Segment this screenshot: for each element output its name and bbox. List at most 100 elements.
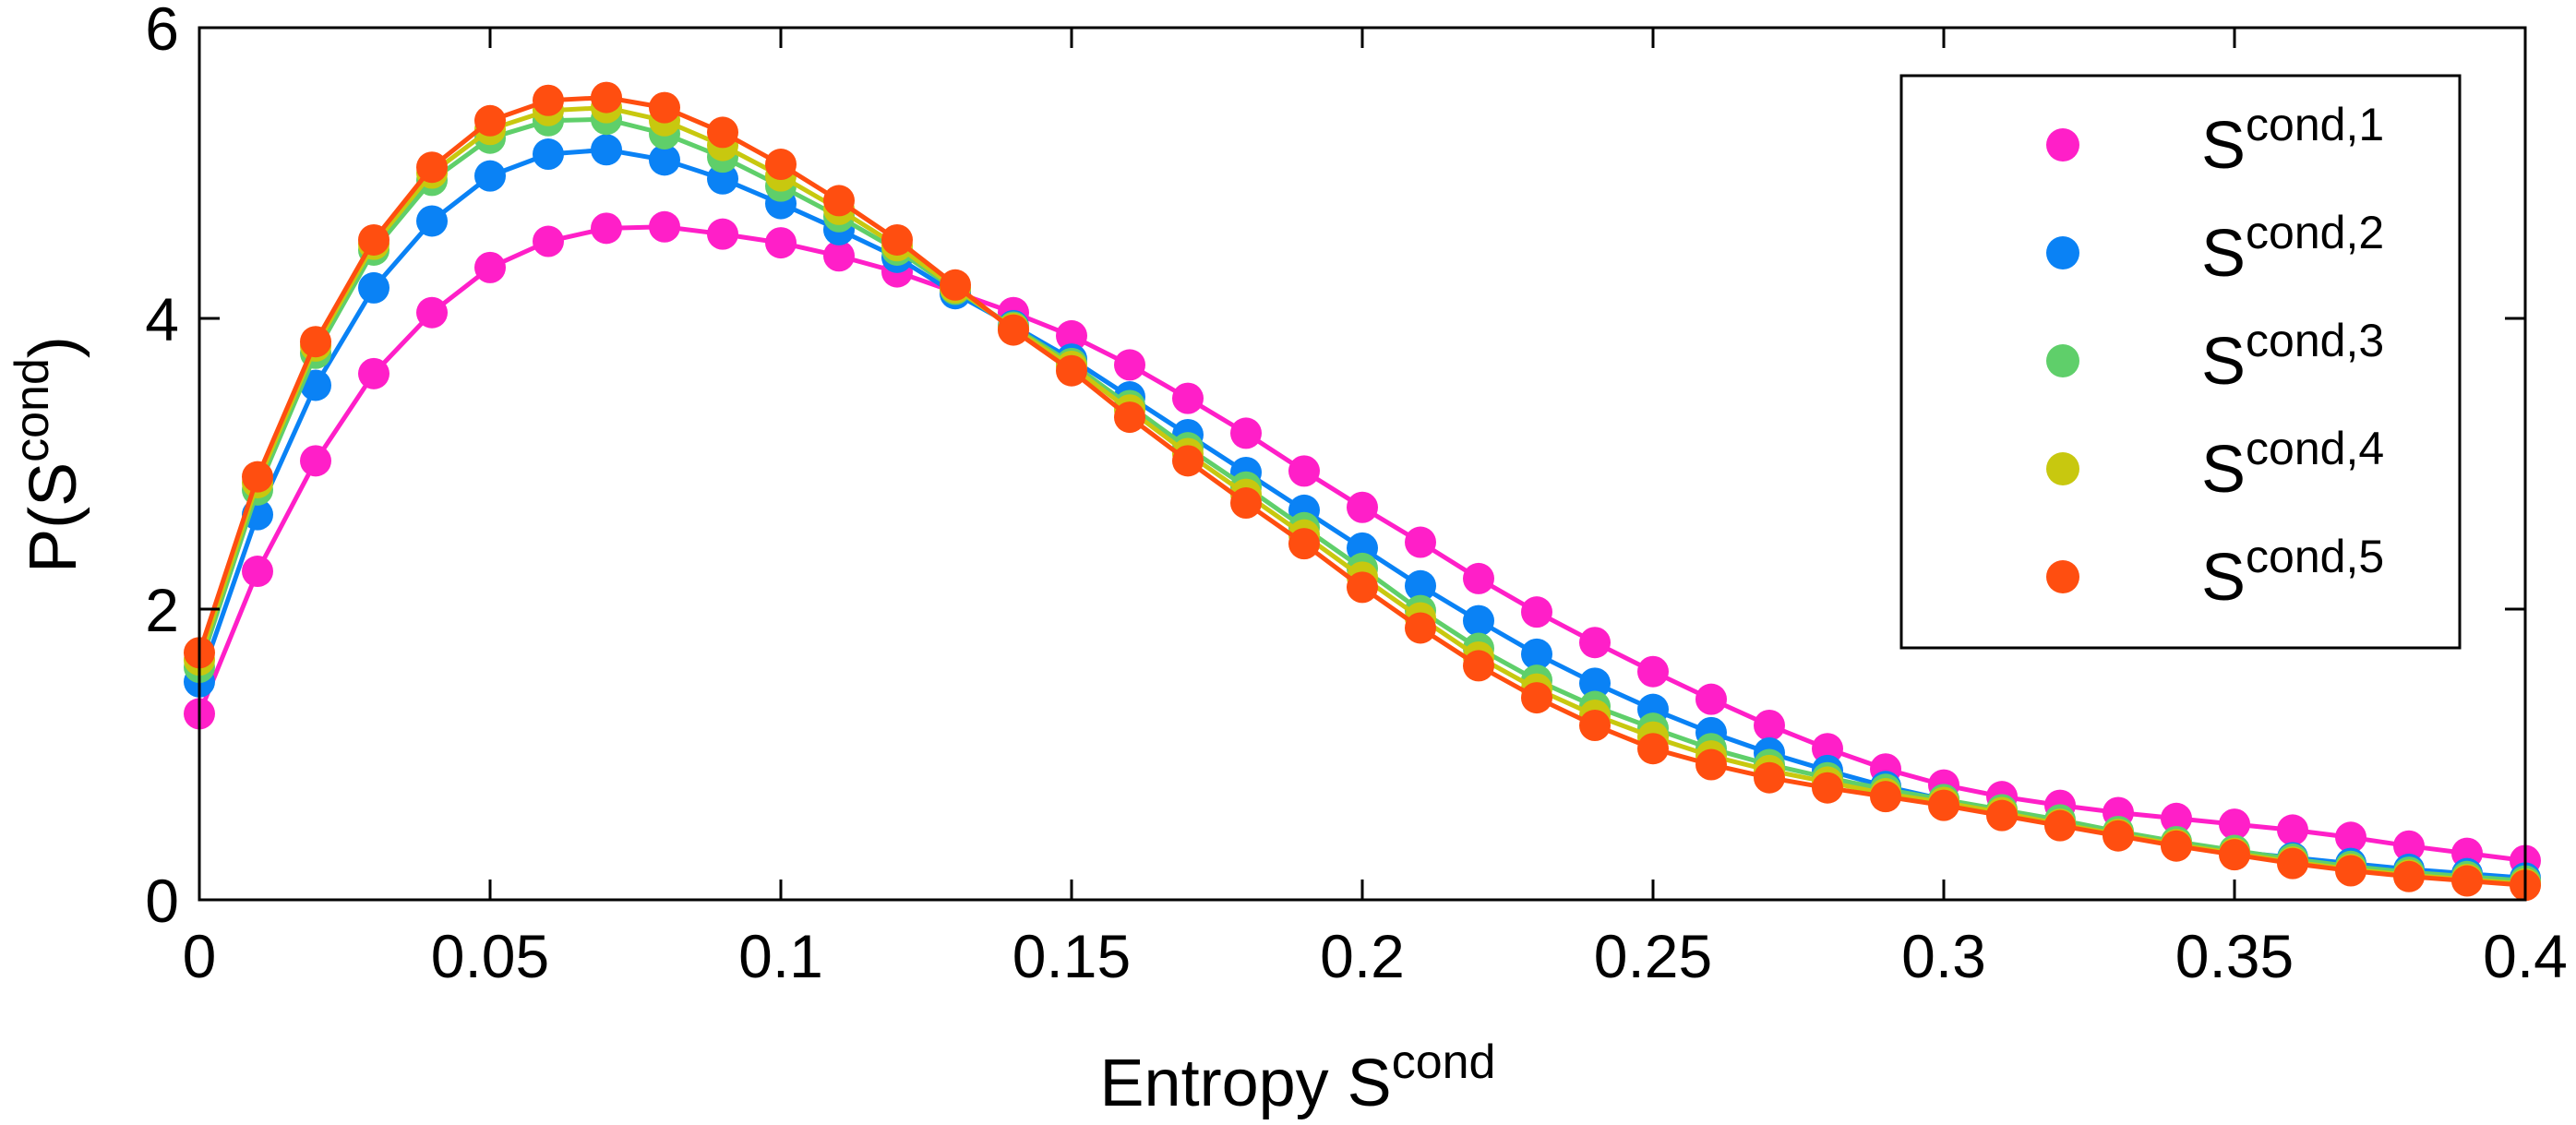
data-point — [1288, 528, 1320, 560]
data-point — [765, 227, 797, 259]
legend-marker — [2046, 236, 2079, 269]
data-point — [2335, 821, 2366, 854]
legend-item: Scond,5 — [2046, 531, 2384, 615]
x-tick-label: 0.35 — [2175, 922, 2294, 990]
legend-marker — [2046, 344, 2079, 377]
data-point — [1114, 349, 1145, 381]
legend-marker — [2046, 128, 2079, 162]
series-5 — [184, 81, 2541, 902]
y-axis-label: P(Scond) — [6, 336, 90, 573]
data-point — [1405, 526, 1436, 558]
data-point — [591, 212, 622, 245]
data-point — [358, 223, 389, 256]
data-point — [1754, 710, 1785, 741]
data-point — [1405, 612, 1436, 644]
data-point — [2103, 820, 2134, 852]
data-point — [1230, 417, 1262, 449]
legend-label: Scond,4 — [2201, 423, 2384, 507]
legend-label-sup: cond,3 — [2246, 315, 2384, 366]
data-point — [1463, 650, 1494, 682]
data-point — [1579, 667, 1611, 700]
legend-item: Scond,2 — [2046, 207, 2384, 291]
data-point — [940, 269, 971, 301]
data-point — [1172, 382, 1204, 414]
data-point — [1637, 733, 1669, 765]
data-point — [2451, 865, 2483, 897]
data-point — [707, 116, 738, 149]
ticks-layer: 0 0.05 0.1 0.15 0.2 0.25 0.3 0.35 0.4 0 2 4 6 — [145, 0, 2568, 990]
data-point — [2161, 802, 2192, 834]
data-point — [823, 185, 855, 217]
data-point — [1870, 781, 1901, 813]
legend-label-base: S — [2201, 433, 2246, 507]
data-point — [2161, 830, 2192, 862]
legend-label: Scond,5 — [2201, 531, 2384, 615]
data-point — [707, 218, 738, 250]
data-point — [533, 84, 564, 116]
data-point — [2393, 860, 2425, 892]
legend-marker — [2046, 452, 2079, 485]
data-point — [300, 445, 331, 477]
data-point — [1695, 683, 1727, 715]
data-point — [591, 134, 622, 166]
data-point — [1521, 638, 1552, 670]
data-point — [242, 556, 273, 588]
data-point — [1928, 789, 1959, 821]
data-point — [823, 240, 855, 272]
data-point — [1463, 562, 1494, 594]
data-point — [1230, 487, 1262, 520]
data-point — [416, 205, 448, 237]
data-point — [1172, 445, 1204, 477]
data-point — [1521, 596, 1552, 628]
data-point — [533, 138, 564, 171]
data-point — [1754, 761, 1785, 794]
data-point — [358, 357, 389, 389]
data-point — [1812, 772, 1843, 804]
legend-label-base: S — [2201, 325, 2246, 399]
data-point — [998, 314, 1029, 346]
legend-box — [1899, 74, 2462, 650]
data-point — [2044, 809, 2076, 842]
legend-item: Scond,1 — [2046, 99, 2384, 183]
x-tick-label: 0.2 — [1320, 922, 1405, 990]
data-point — [649, 91, 680, 124]
data-point — [1812, 733, 1843, 765]
data-point — [1347, 491, 1378, 523]
x-tick-label: 0.15 — [1012, 922, 1131, 990]
data-point — [474, 160, 506, 192]
data-point — [1347, 571, 1378, 604]
data-point — [300, 326, 331, 358]
data-point — [1288, 455, 1320, 487]
legend-marker — [2046, 560, 2079, 593]
x-tick-label: 0 — [183, 922, 217, 990]
y-tick-label: 6 — [145, 0, 179, 63]
legend-label-sup: cond,2 — [2246, 207, 2384, 258]
data-point — [474, 251, 506, 283]
data-point — [2393, 830, 2425, 862]
data-point — [1521, 682, 1552, 714]
data-point — [1056, 319, 1087, 352]
x-tick-label: 0.1 — [738, 922, 823, 990]
legend-label: Scond,3 — [2201, 315, 2384, 399]
series-layer — [184, 81, 2541, 902]
y-tick-label: 2 — [145, 576, 179, 644]
legend-label-base: S — [2201, 541, 2246, 615]
data-point — [1114, 401, 1145, 434]
data-point — [2277, 814, 2308, 846]
data-point — [765, 149, 797, 181]
legend-label-base: S — [2201, 109, 2246, 183]
legend-item: Scond,4 — [2046, 423, 2384, 507]
data-point — [707, 162, 738, 195]
x-tick-label: 0.3 — [1901, 922, 1986, 990]
x-axis-label: Entropy Scond — [1100, 1035, 1496, 1120]
x-tick-label: 0.25 — [1594, 922, 1712, 990]
data-point — [242, 461, 273, 493]
data-point — [1463, 604, 1494, 637]
y-tick-label: 0 — [145, 867, 179, 935]
data-point — [1695, 748, 1727, 781]
legend-label-sup: cond,4 — [2246, 423, 2384, 474]
data-point — [649, 144, 680, 176]
legend-label: Scond,2 — [2201, 207, 2384, 291]
data-point — [416, 296, 448, 329]
data-point — [2219, 808, 2250, 841]
